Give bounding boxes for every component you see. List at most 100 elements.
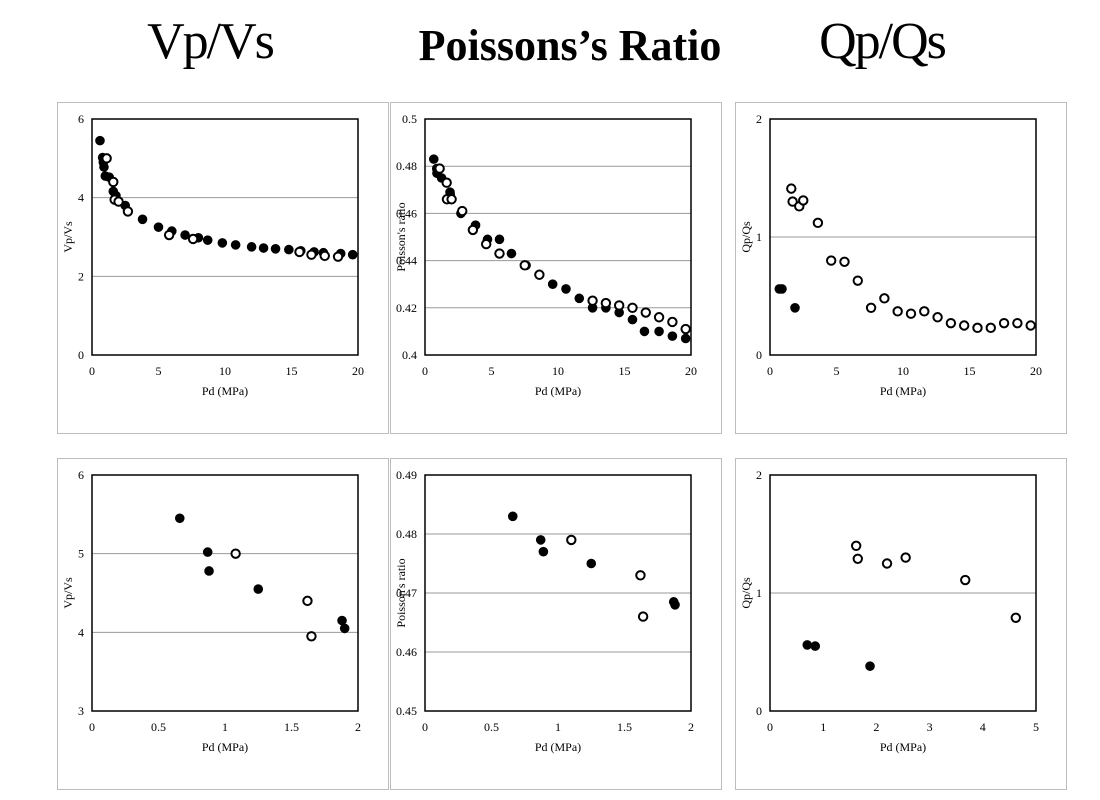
data-point-open: [881, 558, 893, 569]
x-tick-label: 15: [964, 364, 976, 378]
chart-svg-3: 0 0.5 1 1.5 2 3 4 5 6 Pd (MPa) Vp/Vs: [61, 468, 361, 754]
data-point-open: [163, 229, 175, 241]
y-axis-label: Vp/Vs: [61, 221, 75, 253]
data-point-filled: [153, 222, 164, 232]
data-point-filled: [347, 249, 358, 260]
x-tick-label: 1: [222, 720, 228, 734]
x-tick-label: 1: [820, 720, 826, 734]
data-point-filled: [99, 162, 109, 172]
data-point-open: [306, 249, 317, 260]
data-point-filled: [538, 546, 549, 557]
chart-poisson-zoom: 0 0.5 1 1.5 2 0.45 0.46 0.47 0.48 0.49 Pd (MPa) Poi…: [390, 458, 722, 790]
data-point-open: [892, 306, 903, 317]
data-point-open: [812, 217, 824, 229]
x-tick-label: 10: [897, 364, 909, 378]
data-point-filled: [627, 314, 638, 325]
x-tick-label: 0: [89, 720, 95, 734]
data-point-open: [519, 260, 530, 271]
y-tick-label: 0.44: [396, 254, 417, 268]
plot-frame: [91, 118, 359, 356]
y-tick-label: 0: [756, 348, 762, 362]
y-tick-label: 2: [78, 269, 84, 283]
data-point-filled: [667, 331, 678, 341]
x-tick-label: 3: [927, 720, 933, 734]
data-point-open: [230, 548, 241, 559]
data-point-open: [960, 574, 971, 586]
data-point-filled: [535, 535, 546, 545]
x-tick-label: 2: [355, 720, 361, 734]
x-tick-label: 10: [219, 364, 231, 378]
chart-vpvs-zoom: 0 0.5 1 1.5 2 3 4 5 6 Pd (MPa) Vp/Vs: [57, 458, 389, 790]
y-tick-label: 0.42: [396, 301, 417, 315]
data-point-open: [457, 205, 468, 217]
y-tick-label: 1: [756, 230, 762, 244]
data-point-open: [637, 611, 649, 622]
data-point-open: [187, 233, 199, 245]
data-point-open: [306, 631, 317, 642]
data-point-open: [294, 246, 305, 258]
data-point-open: [852, 553, 863, 564]
y-tick-label: 0.5: [402, 112, 417, 126]
data-point-filled: [507, 511, 518, 522]
x-tick-label: 20: [685, 364, 697, 378]
x-tick-label: 0: [422, 720, 428, 734]
data-point-open: [972, 322, 983, 334]
data-point-filled: [137, 214, 148, 225]
y-axis-label: Qp/Qs: [739, 221, 753, 253]
data-point-filled: [802, 640, 813, 650]
x-tick-label: 0: [422, 364, 428, 378]
y-tick-label: 4: [78, 191, 84, 205]
title-poisson: Poissons’s Ratio: [418, 21, 722, 70]
x-tick-label: 5: [1033, 720, 1039, 734]
data-point-filled: [494, 234, 505, 245]
data-point-open: [852, 275, 863, 286]
data-point-open: [302, 595, 313, 607]
y-tick-label: 0.46: [396, 206, 417, 220]
data-point-open: [985, 322, 996, 334]
data-point-open: [600, 297, 612, 309]
x-tick-label: 0.5: [484, 720, 499, 734]
x-axis-label: Pd (MPa): [535, 384, 581, 398]
plot-frame: [91, 474, 359, 712]
y-tick-label: 6: [78, 468, 84, 482]
data-point-open: [467, 224, 479, 236]
data-point-filled: [253, 584, 264, 594]
data-point-filled: [258, 243, 269, 253]
data-point-open: [786, 183, 797, 194]
y-tick-label: 4: [78, 625, 84, 639]
data-point-filled: [777, 284, 787, 294]
data-point-filled: [680, 333, 691, 344]
data-point-open: [640, 307, 651, 318]
data-point-open: [932, 312, 943, 323]
x-axis-label: Pd (MPa): [202, 384, 248, 398]
y-tick-label: 0.49: [396, 468, 417, 482]
y-tick-label: 1: [756, 586, 762, 600]
data-point-open: [958, 320, 970, 331]
data-point-filled: [339, 623, 350, 634]
x-tick-label: 0: [767, 720, 773, 734]
x-tick-label: 0: [767, 364, 773, 378]
x-tick-label: 20: [352, 364, 364, 378]
chart-svg-1: 0 5 10 15 20 0.4 0.42 0.44 0.46 0.48 0.5 Pd (MPa) Po…: [394, 112, 697, 398]
y-tick-label: 0: [756, 704, 762, 718]
data-point-filled: [230, 240, 241, 250]
y-tick-label: 0.45: [396, 704, 417, 718]
data-point-filled: [865, 661, 875, 671]
x-axis-label: Pd (MPa): [202, 740, 248, 754]
data-point-open: [1025, 320, 1036, 331]
data-point-filled: [202, 547, 213, 557]
chart-qpqs-zoom: 0 1 2 3 4 5 0 1 2 Pd (MPa) Qp/Qs: [735, 458, 1067, 790]
data-point-filled: [561, 284, 571, 294]
data-point-open: [850, 540, 862, 552]
x-axis-label: Pd (MPa): [535, 740, 581, 754]
data-point-open: [919, 306, 930, 317]
title-qpqs: Qp/Qs: [819, 13, 947, 70]
data-point-open: [534, 269, 545, 280]
y-tick-label: 0.48: [396, 527, 417, 541]
data-point-filled: [810, 641, 821, 651]
y-tick-label: 3: [78, 704, 84, 718]
data-point-open: [879, 293, 890, 304]
x-tick-label: 15: [619, 364, 631, 378]
data-point-open: [900, 552, 911, 563]
